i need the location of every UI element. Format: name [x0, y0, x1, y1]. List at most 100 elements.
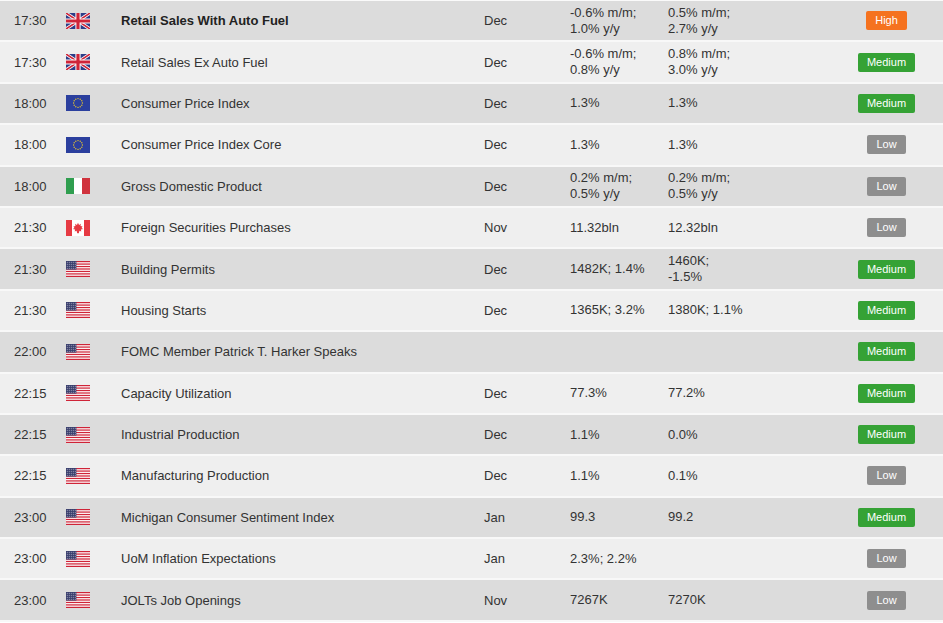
event-time: 23:00	[0, 510, 66, 525]
event-name-link[interactable]: Foreign Securities Purchases	[121, 220, 484, 235]
event-name-link[interactable]: Retail Sales Ex Auto Fuel	[121, 55, 484, 70]
event-row[interactable]: 23:00 JOLTs Job Openings Nov 7267K 7270K…	[0, 580, 943, 621]
event-period: Dec	[484, 427, 570, 442]
event-name-link[interactable]: Housing Starts	[121, 303, 484, 318]
forecast-value: 0.8% m/m; 3.0% y/y	[668, 46, 830, 78]
event-period: Dec	[484, 137, 570, 152]
event-row[interactable]: 17:30 Retail Sales With Auto Fuel Dec -0…	[0, 1, 943, 42]
event-row[interactable]: 21:30 Building Permits Dec 1482K; 1.4% 1…	[0, 249, 943, 290]
actual-value: 1.1%	[570, 468, 668, 484]
event-time: 21:30	[0, 303, 66, 318]
event-period: Dec	[484, 55, 570, 70]
event-time: 21:30	[0, 262, 66, 277]
flag-gb-icon	[66, 13, 121, 29]
event-period: Dec	[484, 468, 570, 483]
event-name-link[interactable]: JOLTs Job Openings	[121, 593, 484, 608]
flag-us-icon	[66, 592, 121, 608]
flag-ca-icon	[66, 220, 121, 236]
importance-badge: Low	[867, 177, 905, 196]
importance-badge: Low	[867, 218, 905, 237]
event-name-link[interactable]: UoM Inflation Expectations	[121, 551, 484, 566]
forecast-value: 1460K; -1.5%	[668, 253, 830, 285]
event-period: Nov	[484, 593, 570, 608]
actual-value: 1482K; 1.4%	[570, 261, 668, 277]
event-period: Dec	[484, 13, 570, 28]
economic-calendar-table: 17:30 Retail Sales With Auto Fuel Dec -0…	[0, 0, 943, 623]
importance-badge: Low	[867, 549, 905, 568]
event-row[interactable]: 17:30 Retail Sales Ex Auto Fuel Dec -0.6…	[0, 42, 943, 83]
event-row[interactable]: 22:15 Manufacturing Production Dec 1.1% …	[0, 456, 943, 497]
event-name-link[interactable]: Retail Sales With Auto Fuel	[121, 13, 484, 28]
actual-value: 2.3%; 2.2%	[570, 551, 668, 567]
actual-value: 99.3	[570, 509, 668, 525]
importance-cell: Medium	[830, 53, 943, 72]
flag-us-icon	[66, 509, 121, 525]
event-name-link[interactable]: Capacity Utilization	[121, 386, 484, 401]
event-period: Jan	[484, 551, 570, 566]
event-row[interactable]: 21:30 Housing Starts Dec 1365K; 3.2% 138…	[0, 291, 943, 332]
flag-us-icon	[66, 385, 121, 401]
actual-value: 0.2% m/m; 0.5% y/y	[570, 170, 668, 202]
importance-badge: Low	[867, 591, 905, 610]
flag-us-icon	[66, 551, 121, 567]
event-time: 17:30	[0, 55, 66, 70]
event-period: Dec	[484, 303, 570, 318]
flag-it-icon	[66, 178, 121, 194]
flag-us-icon	[66, 302, 121, 318]
actual-value: 1.3%	[570, 95, 668, 111]
event-time: 22:00	[0, 344, 66, 359]
event-time: 23:00	[0, 593, 66, 608]
event-row[interactable]: 18:00 Consumer Price Index Core Dec 1.3%…	[0, 125, 943, 166]
event-name-link[interactable]: Michigan Consumer Sentiment Index	[121, 510, 484, 525]
forecast-value: 7270K	[668, 592, 830, 608]
event-time: 21:30	[0, 220, 66, 235]
event-time: 23:00	[0, 551, 66, 566]
forecast-value: 12.32bln	[668, 220, 830, 236]
event-row[interactable]: 23:00 Michigan Consumer Sentiment Index …	[0, 498, 943, 539]
forecast-value: 0.2% m/m; 0.5% y/y	[668, 170, 830, 202]
event-time: 22:15	[0, 386, 66, 401]
actual-value: 77.3%	[570, 385, 668, 401]
event-row[interactable]: 22:15 Capacity Utilization Dec 77.3% 77.…	[0, 374, 943, 415]
event-name-link[interactable]: Manufacturing Production	[121, 468, 484, 483]
event-row[interactable]: 18:00 Consumer Price Index Dec 1.3% 1.3%…	[0, 84, 943, 125]
event-name-link[interactable]: Building Permits	[121, 262, 484, 277]
event-period: Dec	[484, 386, 570, 401]
importance-cell: Low	[830, 135, 943, 154]
event-row[interactable]: 22:00 FOMC Member Patrick T. Harker Spea…	[0, 332, 943, 373]
actual-value: -0.6% m/m; 0.8% y/y	[570, 46, 668, 78]
event-name-link[interactable]: Gross Domestic Product	[121, 179, 484, 194]
importance-badge: Medium	[858, 53, 915, 72]
importance-cell: Medium	[830, 508, 943, 527]
event-time: 18:00	[0, 137, 66, 152]
event-name-link[interactable]: Consumer Price Index	[121, 96, 484, 111]
importance-cell: High	[830, 11, 943, 30]
importance-badge: Low	[867, 135, 905, 154]
actual-value: 1.1%	[570, 427, 668, 443]
forecast-value: 77.2%	[668, 385, 830, 401]
event-name-link[interactable]: Industrial Production	[121, 427, 484, 442]
event-row[interactable]: 18:00 Gross Domestic Product Dec 0.2% m/…	[0, 167, 943, 208]
importance-badge: Medium	[858, 260, 915, 279]
importance-badge: Medium	[858, 342, 915, 361]
forecast-value: 0.0%	[668, 427, 830, 443]
event-period: Jan	[484, 510, 570, 525]
importance-cell: Medium	[830, 94, 943, 113]
importance-badge: Low	[867, 466, 905, 485]
actual-value: 1.3%	[570, 137, 668, 153]
importance-cell: Medium	[830, 384, 943, 403]
event-time: 18:00	[0, 96, 66, 111]
actual-value: 1365K; 3.2%	[570, 302, 668, 318]
event-name-link[interactable]: Consumer Price Index Core	[121, 137, 484, 152]
event-period: Dec	[484, 96, 570, 111]
flag-gb-icon	[66, 54, 121, 70]
event-row[interactable]: 21:30 Foreign Securities Purchases Nov 1…	[0, 208, 943, 249]
event-name-link[interactable]: FOMC Member Patrick T. Harker Speaks	[121, 344, 484, 359]
forecast-value: 1380K; 1.1%	[668, 302, 830, 318]
event-row[interactable]: 22:15 Industrial Production Dec 1.1% 0.0…	[0, 415, 943, 456]
importance-cell: Low	[830, 177, 943, 196]
forecast-value: 0.5% m/m; 2.7% y/y	[668, 5, 830, 37]
event-time: 17:30	[0, 13, 66, 28]
actual-value: 7267K	[570, 592, 668, 608]
event-row[interactable]: 23:00 UoM Inflation Expectations Jan 2.3…	[0, 539, 943, 580]
